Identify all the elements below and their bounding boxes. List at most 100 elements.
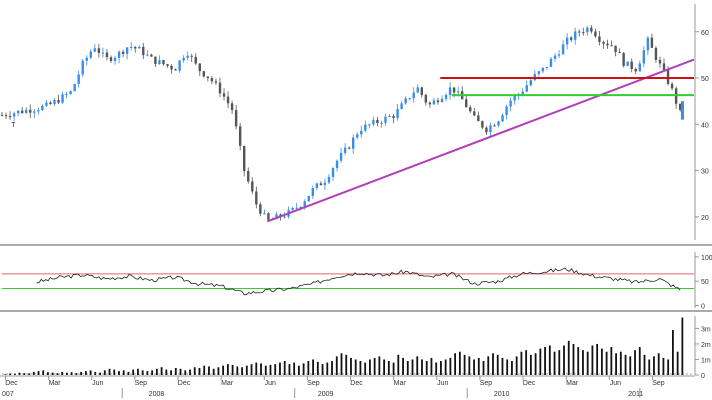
candle-body	[602, 41, 605, 44]
volume-bar	[511, 361, 513, 375]
x-month-label: Dec	[350, 380, 363, 387]
volume-bar	[302, 363, 305, 375]
candle-body	[392, 116, 395, 118]
volume-bar	[638, 347, 641, 375]
candle-body	[666, 69, 670, 84]
volume-bar	[605, 351, 608, 375]
volume-bar	[160, 367, 163, 375]
candle-body	[561, 44, 565, 55]
volume-bar	[435, 362, 438, 375]
volume-bar	[75, 373, 78, 375]
candle-body	[194, 56, 197, 64]
candle-body	[8, 116, 12, 118]
candle-body	[485, 127, 488, 133]
candle-body	[521, 91, 524, 95]
volume-bar	[544, 347, 546, 375]
candle-body	[16, 110, 20, 114]
candle-body	[97, 48, 101, 53]
candle-body	[582, 32, 585, 34]
candle-body	[109, 57, 113, 61]
candle-body	[565, 37, 569, 45]
candle-body	[226, 96, 230, 104]
volume-bar	[13, 373, 16, 375]
x-month-label: Mar	[221, 380, 234, 387]
volume-bar	[236, 366, 239, 375]
candle-body	[372, 119, 375, 125]
candle-body	[129, 46, 133, 48]
candle-body	[610, 45, 613, 47]
candle-body	[202, 71, 206, 77]
candle-body	[206, 76, 210, 79]
price-panel: 20 30 40 50 60 T	[0, 4, 709, 240]
volume-bar	[634, 350, 636, 375]
volume-bar	[681, 317, 684, 375]
volume-bar	[331, 361, 333, 375]
candle-body	[343, 147, 347, 153]
candle-body	[85, 57, 88, 61]
volume-bar	[9, 373, 11, 375]
volume-bar	[122, 370, 125, 375]
candle-body	[440, 98, 444, 103]
x-year-label: 2009	[318, 391, 334, 398]
candle-body	[428, 102, 432, 105]
candle-body	[614, 45, 617, 53]
candle-body	[658, 59, 662, 64]
candle-body	[578, 31, 581, 33]
candle-body	[574, 31, 577, 40]
candle-body	[364, 124, 367, 131]
candle-body	[404, 98, 407, 104]
volume-bar	[89, 370, 92, 375]
candle-body	[275, 214, 278, 220]
candle-body	[121, 51, 125, 54]
x-axis: Dec Mar Jun Sep Dec Mar Jun Sep Dec Mar Jun Sep Dec M…	[2, 376, 665, 398]
x-year-label: 007	[2, 391, 14, 398]
volume-bar	[364, 362, 367, 375]
volume-bar	[449, 357, 452, 375]
candle-body	[186, 55, 189, 58]
volume-bar	[525, 350, 528, 375]
volume-bar	[496, 354, 499, 375]
volume-bar	[245, 365, 248, 375]
volume-bar	[468, 356, 471, 375]
candle-body	[448, 87, 452, 95]
candle-body	[259, 204, 262, 214]
volume-bar	[430, 357, 433, 375]
volume-bar	[657, 353, 660, 375]
volume-bar	[42, 370, 45, 375]
candle-body	[178, 60, 181, 71]
volume-bar	[501, 357, 504, 375]
volume-bar	[539, 348, 542, 375]
volume-bar	[572, 343, 575, 375]
volume-bar	[203, 365, 206, 375]
volume-bar	[47, 372, 49, 375]
candle-body	[545, 66, 549, 68]
volume-bar	[217, 367, 220, 375]
x-year-label: 2008	[149, 391, 165, 398]
volume-bar	[189, 369, 191, 375]
candle-body	[214, 81, 218, 83]
volume-bar	[416, 356, 419, 375]
candle-body	[190, 55, 193, 57]
volume-bar	[28, 373, 30, 375]
volume-bar	[345, 354, 348, 375]
x-year-label: 2010	[494, 391, 510, 398]
candle-body	[537, 71, 541, 75]
volume-bar	[4, 374, 7, 375]
volume-y-tick-label: 3m	[701, 326, 711, 333]
volume-bar	[643, 354, 646, 375]
candle-body	[33, 111, 36, 113]
volume-bar	[619, 351, 622, 375]
volume-bar	[108, 368, 111, 375]
candle-body	[501, 115, 504, 122]
volume-bar	[103, 370, 106, 375]
volume-bar	[293, 362, 296, 375]
volume-bar	[591, 345, 594, 375]
volume-bar	[113, 369, 116, 375]
candle-body	[174, 69, 177, 71]
x-month-label: Mar	[49, 380, 62, 387]
volume-bar	[458, 351, 461, 375]
x-month-label: Sep	[652, 380, 665, 387]
candle-body	[456, 91, 460, 93]
volume-bar	[402, 357, 404, 375]
volume-bar	[80, 371, 83, 375]
